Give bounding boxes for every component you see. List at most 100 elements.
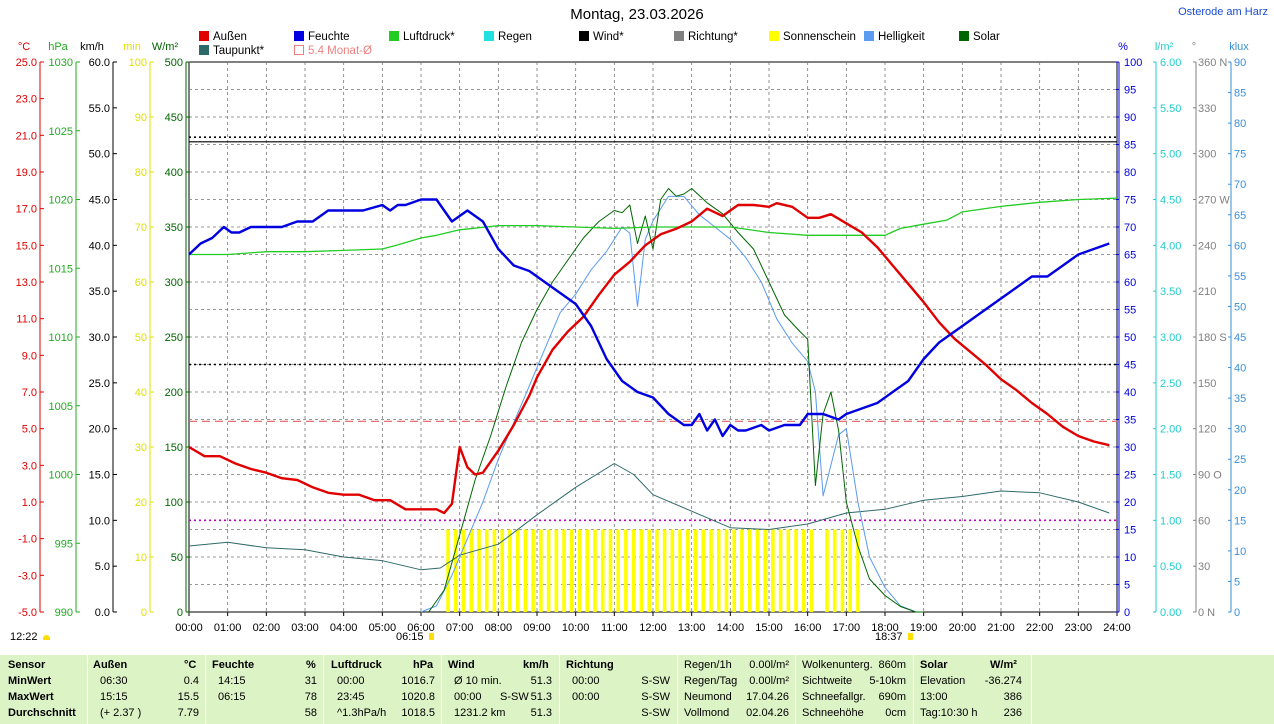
stats-header-solar: Solar (920, 659, 948, 671)
series-line-luftdruck (189, 197, 1118, 256)
sunshine-bar (778, 529, 783, 612)
axis-tick-label-kmh: 15.0 (89, 470, 110, 482)
axis-tick-label-klux: 75 (1234, 149, 1246, 161)
sunshine-bar (686, 529, 690, 612)
stats-divider (677, 655, 678, 724)
stats-divider (87, 655, 88, 724)
axis-tick-label-klux: 5 (1234, 576, 1240, 588)
axis-tick-label-deg: 120 (1198, 424, 1216, 436)
stats-extra-label: Regen/1h (684, 659, 732, 671)
legend-swatch (579, 31, 589, 41)
station-name: Osterode am Harz (1178, 6, 1268, 18)
stats-feuchte-time: 06:15 (218, 691, 246, 703)
stats-extra2-value: 860m (878, 659, 906, 671)
axis-tick-label-klux: 15 (1234, 515, 1246, 527)
axis-tick-label-temp: 19.0 (16, 167, 37, 179)
legend-swatch (389, 31, 399, 41)
axis-tick-label-hpa: 995 (55, 538, 73, 550)
sunshine-bar (461, 529, 466, 612)
stats-extra-value: 0.00l/m² (749, 675, 789, 687)
axis-tick-label-deg: 60 (1198, 515, 1210, 527)
legend-label: Außen (213, 31, 247, 43)
stats-extra-label: Neumond (684, 691, 732, 703)
sunshine-bar (840, 529, 845, 612)
axis-tick-label-kmh: 5.0 (95, 561, 110, 573)
stats-solar-label: Tag:10:30 h (920, 707, 978, 719)
stats-richtung-time: 00:00 (572, 675, 600, 687)
series-line-solar (428, 188, 924, 613)
sunshine-bar (832, 529, 837, 612)
axis-tick-label-klux: 20 (1234, 485, 1246, 497)
axis-tick-label-hpa: 990 (55, 607, 73, 619)
series-line-taupunkt (188, 463, 1110, 571)
stats-header-luftdruck-unit: hPa (413, 659, 434, 671)
axis-tick-label-wm2: 400 (165, 167, 183, 179)
sunshine-bar (856, 529, 860, 612)
axis-tick-label-temp: 7.0 (22, 387, 37, 399)
sunshine-bar (608, 529, 613, 612)
stats-luftdruck-value: 1020.8 (401, 691, 435, 703)
axis-unit-lm2: l/m² (1155, 41, 1174, 53)
legend-label: Solar (973, 31, 1000, 43)
stats-extra2-label: Schneefallgr. (802, 691, 866, 703)
x-tick-label: 18:00 (871, 622, 899, 634)
axis-unit-hpa: hPa (48, 41, 68, 53)
legend-item: Taupunkt* (199, 45, 264, 57)
x-tick-label: 17:00 (833, 622, 861, 634)
stats-richtung-time: 00:00 (572, 691, 600, 703)
sunshine-bar (554, 529, 559, 612)
sunshine-bar (724, 529, 729, 612)
sunshine-bar (593, 529, 597, 612)
axis-tick-label-lm2: 2.50 (1160, 378, 1181, 390)
axis-tick-label-hpa: 1000 (49, 470, 73, 482)
stats-row-label: MinWert (8, 675, 52, 687)
axis-tick-label-wm2: 450 (165, 112, 183, 124)
legend-label: Wind* (593, 31, 624, 43)
sunshine-bar (655, 529, 659, 612)
sunshine-bar (616, 529, 620, 612)
axis-tick-label-temp: -5.0 (18, 607, 37, 619)
axis-tick-label-wm2: 350 (165, 222, 183, 234)
stats-luftdruck-time: ^1.3hPa/h (337, 707, 387, 719)
stats-panel (0, 655, 1274, 724)
axis-tick-label-klux: 25 (1234, 454, 1246, 466)
stats-row-label: MaxWert (8, 691, 54, 703)
axis-tick-label-temp: 17.0 (16, 204, 37, 216)
axis-tick-label-pct: 70 (1124, 222, 1136, 234)
axis-tick-label-wm2: 0 (177, 607, 183, 619)
axis-tick-label-pct: 35 (1124, 415, 1136, 427)
x-tick-label: 07:00 (446, 622, 474, 634)
stats-feuchte-value: 31 (304, 675, 317, 687)
stats-divider (795, 655, 796, 724)
axis-tick-label-pct: 75 (1124, 195, 1136, 207)
stats-divider (441, 655, 442, 724)
sunset-icon (907, 633, 913, 640)
sunshine-bar (585, 529, 590, 612)
stats-extra-value: 0.00l/m² (749, 659, 789, 671)
axis-tick-label-temp: 1.0 (22, 497, 37, 509)
series-line-auen (188, 201, 1110, 515)
x-tick-label: 01:00 (214, 622, 242, 634)
stats-wind-time: 1231.2 km (454, 707, 506, 719)
legend-item: Wind* (579, 31, 624, 43)
legend-label: Luftdruck* (403, 31, 455, 43)
sunrise-icon (428, 633, 434, 640)
sunshine-bar (639, 529, 644, 612)
axis-tick-label-kmh: 60.0 (89, 57, 110, 69)
legend-item: Außen (199, 31, 247, 43)
stats-richtung-value: S-SW (641, 707, 670, 719)
axis-tick-label-min: 10 (135, 552, 147, 564)
stats-extra2-label: Wolkenunterg. (802, 659, 873, 671)
stats-solar-label: Elevation (920, 675, 966, 687)
axis-tick-label-min: 100 (129, 57, 147, 69)
stats-extra2-value: 0cm (885, 707, 906, 719)
stats-aussen-value: 7.79 (177, 707, 199, 719)
axis-tick-label-pct: 15 (1124, 525, 1136, 537)
legend-label: Richtung* (688, 31, 738, 43)
sunshine-bar (624, 529, 628, 612)
stats-extra-label: Vollmond (684, 707, 730, 719)
sunshine-bar (539, 529, 543, 612)
x-tick-label: 11:00 (601, 622, 628, 634)
legend-label: Taupunkt* (213, 45, 265, 57)
stats-luftdruck-time: 23:45 (337, 691, 365, 703)
